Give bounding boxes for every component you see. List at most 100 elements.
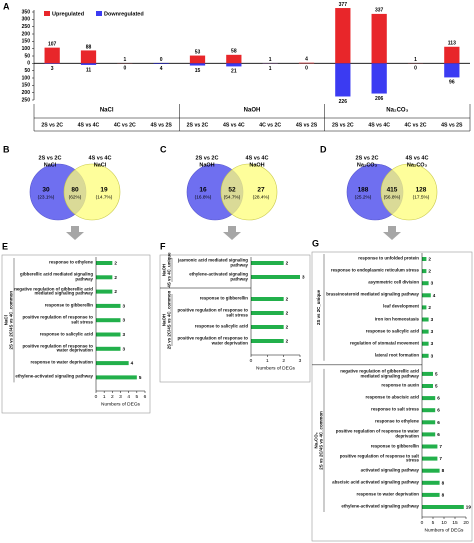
up-bar [189,55,206,64]
venn-set-name: 2S vs 2C [39,155,62,161]
panel-label: E [2,241,8,251]
down-value-label: 0 [305,66,308,72]
group-label: NaCl2S vs 2C/4S vs 4C_common [4,291,14,350]
venn-set-salt: Na₂CO₃ [357,162,378,168]
up-bar [298,62,315,64]
legend-swatch [44,11,50,16]
down-value-label: 15 [195,68,201,74]
x-tick-label: 4C vs 2C [405,122,427,128]
x-axis-label: Numbers of DEGs [101,401,141,407]
venn-set-salt: NaCl [94,162,107,168]
bar [422,505,464,509]
bar [96,332,121,337]
category-label: response to gibberellin [370,443,419,449]
value-label: 7 [439,456,442,461]
bar [96,289,113,294]
panel-label: C [160,144,167,154]
bar [422,384,433,388]
value-label: 6 [437,420,440,425]
down-value-label: 0 [414,66,417,72]
venn-count: 19 [100,187,108,194]
value-label: 8 [442,468,445,473]
down-value-label: 206 [375,96,384,102]
y-tick-label: 300 [22,17,31,23]
category-label: response to endoplasmic reticulum stress [330,267,419,273]
value-label: 2 [114,289,117,294]
venn-count: 188 [358,187,369,194]
down-arrow [383,226,401,240]
bar [96,275,113,280]
x-tick-label: 4S vs 2S [150,122,172,128]
bar [422,432,436,437]
down-bar [371,63,387,94]
value-label: 3 [431,281,434,286]
up-value-label: 4 [305,57,308,63]
x-tick-label: 4S vs 4C [223,122,245,128]
venn-percent: (25.2%) [355,194,372,200]
venn-percent: (62%) [69,194,82,200]
venn-set-name: 4S vs 4C [89,155,112,161]
x-axis-label: Numbers of DEGs [425,527,465,533]
category-label: brassinosteroid mediated signaling pathw… [326,291,419,297]
down-bar [226,63,242,67]
value-label: 3 [123,303,126,308]
group-label: NaOH [244,108,261,114]
up-value-label: 0 [160,57,163,63]
legend-label: Downregulated [104,11,144,17]
x-tick-label: 4S vs 2S [296,122,318,128]
down-value-label: 96 [449,80,455,86]
up-value-label: 88 [86,44,92,50]
x-tick-label: 3 [299,358,302,364]
bar [422,329,429,334]
x-tick-label: 4S vs 4C [78,122,100,128]
venn-count: 30 [42,187,50,194]
venn-count: 16 [199,187,207,194]
category-label: ethylene-activated signaling pathway [341,503,419,509]
up-bar [335,8,351,64]
value-label: 3 [431,353,434,358]
venn-set-salt: Na₂CO₃ [407,162,428,168]
group-salt: Na₂CO₃ [314,432,319,448]
x-tick-label: 2S vs 2C [187,122,209,128]
legend-label: Upregulated [52,11,84,17]
y-tick-label: 200 [22,31,31,37]
value-label: 2 [286,297,289,302]
bar [251,311,284,315]
group-salt: NaOH [162,314,167,326]
venn-count: 52 [228,187,236,194]
y-tick-label: 100 [22,46,31,52]
category-label: response to salicylic acid [39,331,93,337]
panel-label: B [3,144,10,154]
group-name: 2S vs 2C/4S vs 4C_common [319,411,324,470]
y-tick-label: 100 [22,75,31,81]
venn-percent: (28.4%) [253,194,270,200]
value-label: 2 [286,339,289,344]
down-arrow [223,226,241,240]
value-label: 3 [431,317,434,322]
venn-percent: (56.8%) [384,194,401,200]
group-label: Na₂CO₃2S vs 2C/4S vs 4C_common [314,411,324,470]
up-value-label: 1 [414,57,417,63]
category-label: asymmetric cell division [368,279,419,285]
y-tick-label: 350 [22,9,31,15]
x-tick-label: 0 [421,520,424,526]
category-label: positive regulation of response to water… [22,343,93,353]
venn-count: 27 [257,187,265,194]
x-tick-label: 2 [282,358,285,364]
x-tick-label: 1 [266,358,269,364]
up-value-label: 107 [48,41,57,47]
value-label: 2 [114,261,117,266]
category-label: positive regulation of response to salt … [22,314,93,325]
venn-set-right [380,163,438,221]
category-label: response to abscisic acid [365,394,419,400]
down-arrow [66,226,84,240]
bar [422,341,429,346]
value-label: 2 [428,257,431,262]
panel-frame [311,251,473,542]
category-label: regulation of stomatal movement [349,340,419,346]
value-label: 2 [286,261,289,266]
bar [422,305,427,310]
bar [422,317,429,322]
venn-set-name: 2S vs 2C [356,155,379,161]
down-value-label: 21 [231,69,237,75]
